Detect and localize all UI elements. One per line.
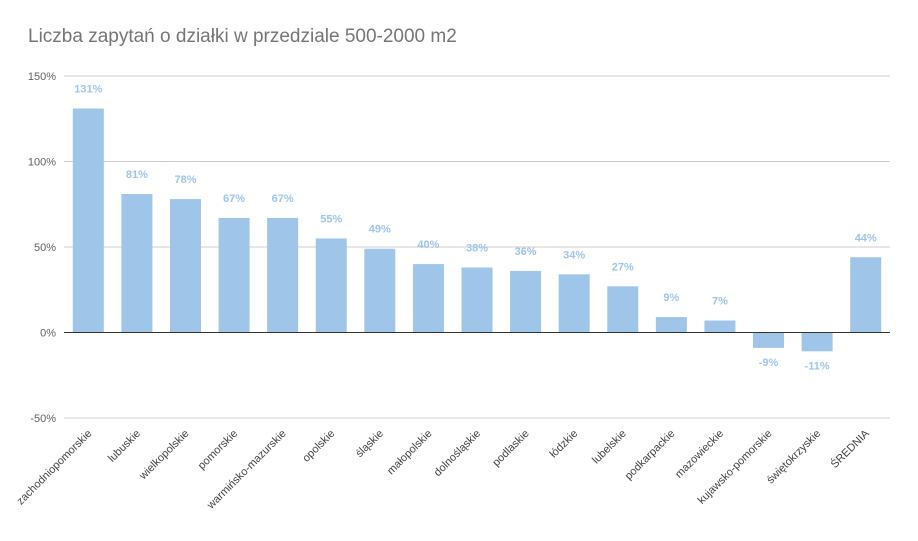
bar [558, 274, 590, 333]
bar [364, 248, 396, 333]
data-label: 67% [223, 193, 245, 205]
x-category-label: małopolskie [385, 428, 435, 478]
data-label: 38% [466, 243, 488, 255]
chart-title: Liczba zapytań o działki w przedziale 50… [28, 26, 457, 47]
data-label: 44% [855, 232, 877, 244]
data-label: 67% [272, 193, 294, 205]
x-category-label: mazowieckie [673, 428, 726, 481]
data-label: 49% [369, 224, 391, 236]
data-label: 131% [74, 83, 102, 95]
data-label: 78% [174, 174, 196, 186]
x-category-label: lubuskie [106, 428, 143, 465]
y-tick-label: 100% [28, 157, 56, 169]
x-category-label: dolnośląskie [432, 428, 483, 479]
data-label: 55% [320, 213, 342, 225]
data-label: 40% [417, 239, 439, 251]
bar [655, 317, 687, 333]
bar [461, 267, 493, 333]
x-category-label: podlaskie [490, 428, 531, 469]
x-category-label: opolskie [300, 428, 337, 465]
bar [169, 199, 201, 333]
bar [801, 332, 833, 352]
x-category-label: lubelskie [590, 428, 629, 467]
bar [218, 217, 250, 333]
data-label: 7% [712, 296, 728, 308]
y-tick-label: 50% [34, 242, 56, 254]
y-tick-label: 150% [28, 71, 56, 83]
data-label: 27% [612, 261, 634, 273]
x-category-label: wielkopolskie [137, 428, 192, 483]
x-category-label: śląskie [354, 428, 386, 460]
data-label: -9% [759, 357, 779, 369]
data-label: 36% [515, 246, 537, 258]
data-label: 34% [563, 249, 585, 261]
x-category-label: warmińsko-mazurskie [204, 428, 288, 512]
data-label: -11% [805, 360, 830, 372]
bar [850, 257, 882, 333]
data-label: 9% [663, 292, 679, 304]
bar [121, 193, 153, 333]
bar [753, 332, 785, 348]
bar [412, 264, 444, 333]
bar [510, 270, 542, 333]
y-tick-label: -50% [30, 413, 56, 425]
y-tick-label: 0% [40, 328, 56, 340]
bar [267, 217, 299, 333]
bar [607, 286, 639, 333]
x-category-label: podkarpackie [623, 428, 678, 483]
bar [315, 238, 347, 333]
bar [72, 108, 104, 333]
x-category-label: łódzkie [548, 428, 581, 461]
bar [704, 320, 736, 333]
x-category-label: zachodniopomorskie [15, 428, 95, 508]
data-label: 81% [126, 169, 148, 181]
x-category-label: pomorskie [196, 428, 240, 472]
x-category-label: ŚREDNIA [828, 426, 872, 470]
